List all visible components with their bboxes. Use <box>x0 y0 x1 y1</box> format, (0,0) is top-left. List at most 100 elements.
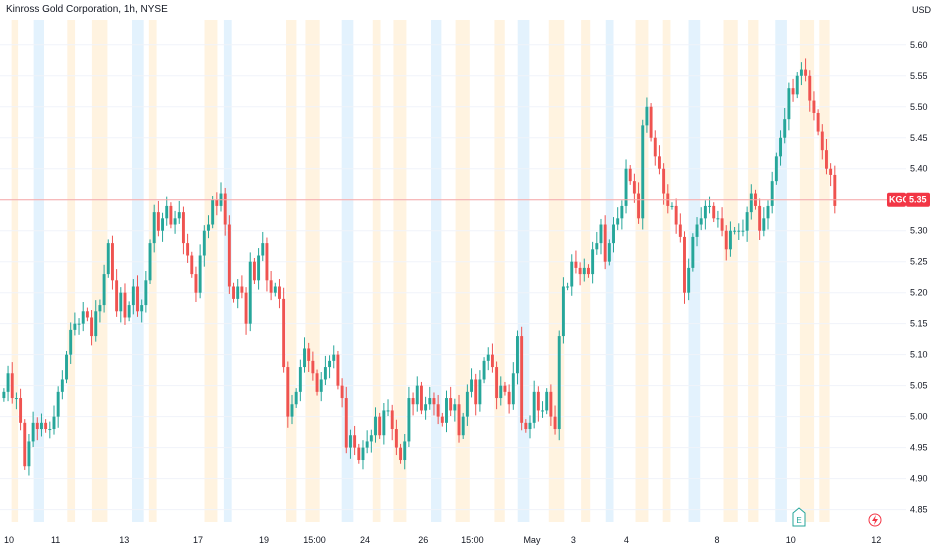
candle-body <box>98 305 102 312</box>
candle-body <box>574 261 578 268</box>
session-band <box>286 20 297 522</box>
candle-body <box>436 404 440 417</box>
candle-body <box>119 292 123 312</box>
session-band <box>723 20 738 522</box>
candle-body <box>110 243 114 281</box>
candle-body <box>332 354 336 361</box>
candle-body <box>357 447 361 461</box>
candle-body <box>382 410 386 436</box>
candle-body <box>641 125 645 219</box>
candle-body <box>60 379 64 392</box>
candle-body <box>795 75 799 95</box>
session-band <box>223 20 232 522</box>
candle-body <box>311 360 315 374</box>
candle-body <box>278 286 281 299</box>
y-tick-label: 5.50 <box>910 102 928 112</box>
candle-body <box>14 398 18 400</box>
symbol-badge <box>887 192 906 207</box>
session-band <box>775 20 787 522</box>
candle-body <box>449 398 453 411</box>
candle-body <box>561 286 565 337</box>
price-badge-text: 5.35 <box>909 195 927 205</box>
candle-body <box>749 193 753 213</box>
candle-body <box>394 429 398 448</box>
candle-body <box>486 354 490 361</box>
candle-body <box>323 367 327 380</box>
candle-body <box>541 410 544 412</box>
candle-body <box>65 354 68 380</box>
candle-body <box>336 354 340 386</box>
candle-body <box>173 218 177 225</box>
candle-body <box>386 410 390 412</box>
candle-body <box>102 274 106 306</box>
earnings-icon[interactable] <box>792 507 806 527</box>
y-tick-label: 5.20 <box>910 288 928 298</box>
candle-body <box>428 398 432 405</box>
session-band <box>605 20 614 522</box>
session-band <box>372 20 381 522</box>
candle-body <box>374 416 377 436</box>
candle-body <box>131 286 135 306</box>
candle-body <box>653 137 657 157</box>
candle-body <box>328 360 332 368</box>
candle-body <box>273 286 277 293</box>
candle-body <box>708 205 712 207</box>
candle-body <box>461 416 465 436</box>
candle-body <box>616 218 620 225</box>
candle-body <box>344 398 348 448</box>
candle-body <box>829 168 833 175</box>
candle-body <box>48 429 52 431</box>
candle-body <box>403 441 407 461</box>
candle-body <box>40 422 43 430</box>
candle-body <box>557 336 561 430</box>
x-tick-label: 26 <box>418 535 428 545</box>
y-tick-label: 5.30 <box>910 226 928 236</box>
candle-body <box>670 205 674 207</box>
candle-body <box>177 212 181 219</box>
session-band <box>67 20 76 522</box>
candle-body <box>716 218 720 220</box>
chart-title: Kinross Gold Corporation, 1h, NYSE <box>6 4 168 15</box>
candle-body <box>115 280 119 312</box>
y-tick-label: 5.15 <box>910 319 928 329</box>
candle-body <box>319 379 323 392</box>
y-tick-label: 5.10 <box>910 350 928 360</box>
candle-body <box>307 348 311 361</box>
candle-body <box>27 441 31 467</box>
candle-body <box>465 391 469 417</box>
candle-body <box>144 280 148 306</box>
session-band <box>393 20 407 522</box>
candle-body <box>186 243 190 256</box>
currency-label: USD <box>912 5 932 15</box>
candle-body <box>52 416 56 430</box>
x-tick-label: 3 <box>571 535 576 545</box>
candle-body <box>545 391 549 411</box>
candle-body <box>599 224 603 244</box>
session-band <box>517 20 530 522</box>
candle-body <box>595 243 599 250</box>
candle-body <box>770 181 774 206</box>
candle-body <box>549 391 553 417</box>
session-band <box>341 20 354 522</box>
candle-body <box>252 261 256 281</box>
session-band <box>132 20 144 522</box>
candle-body <box>190 255 194 275</box>
candle-body <box>791 88 795 95</box>
candle-body <box>570 261 574 287</box>
candle-body <box>85 311 89 318</box>
candle-body <box>44 422 48 430</box>
x-tick-label: 19 <box>259 535 269 545</box>
candle-body <box>6 373 10 392</box>
candle-body <box>695 224 699 237</box>
candle-body <box>745 212 749 231</box>
candle-body <box>733 230 737 232</box>
candle-body <box>511 373 515 405</box>
candle-body <box>232 286 235 299</box>
candle-body <box>612 224 615 244</box>
session-band <box>430 20 442 522</box>
session-band <box>799 20 815 522</box>
candle-body <box>248 261 252 324</box>
candle-body <box>378 416 382 436</box>
candle-body <box>303 348 306 368</box>
